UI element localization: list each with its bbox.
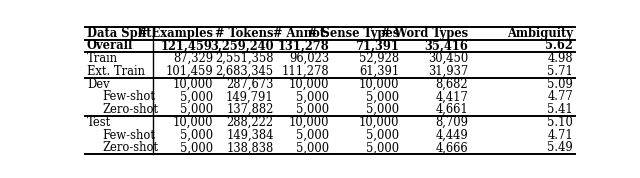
Text: 5,000: 5,000: [366, 103, 399, 116]
Text: 31,937: 31,937: [428, 65, 468, 78]
Text: 4,666: 4,666: [436, 142, 468, 155]
Text: 149,384: 149,384: [226, 129, 273, 142]
Text: # Word Types: # Word Types: [381, 27, 468, 40]
Text: 5,000: 5,000: [366, 142, 399, 155]
Text: 8,682: 8,682: [436, 78, 468, 91]
Text: 5,000: 5,000: [180, 142, 213, 155]
Text: Train: Train: [87, 52, 118, 65]
Text: 5,000: 5,000: [366, 129, 399, 142]
Text: 137,882: 137,882: [226, 103, 273, 116]
Text: 4.77: 4.77: [547, 90, 573, 103]
Text: 5.62: 5.62: [545, 40, 573, 53]
Text: 5.41: 5.41: [547, 103, 573, 116]
Text: # Sense Types: # Sense Types: [308, 27, 399, 40]
Text: 121,459: 121,459: [161, 40, 213, 53]
Text: 5,000: 5,000: [296, 103, 329, 116]
Text: 5,000: 5,000: [296, 142, 329, 155]
Text: 101,459: 101,459: [165, 65, 213, 78]
Text: 10,000: 10,000: [359, 116, 399, 129]
Text: Ambiguity: Ambiguity: [507, 27, 573, 40]
Text: 2,683,345: 2,683,345: [215, 65, 273, 78]
Text: Overall: Overall: [87, 40, 133, 53]
Text: 71,391: 71,391: [356, 40, 399, 53]
Text: Ext. Train: Ext. Train: [87, 65, 145, 78]
Text: 87,329: 87,329: [173, 52, 213, 65]
Text: 5,000: 5,000: [180, 129, 213, 142]
Text: 10,000: 10,000: [172, 78, 213, 91]
Text: 52,928: 52,928: [359, 52, 399, 65]
Text: 35,416: 35,416: [424, 40, 468, 53]
Text: 4.71: 4.71: [547, 129, 573, 142]
Text: 138,838: 138,838: [226, 142, 273, 155]
Text: 4,449: 4,449: [436, 129, 468, 142]
Text: 111,278: 111,278: [282, 65, 329, 78]
Text: 5,000: 5,000: [366, 90, 399, 103]
Text: 10,000: 10,000: [289, 78, 329, 91]
Text: Zero-shot: Zero-shot: [102, 142, 159, 155]
Text: 5,000: 5,000: [180, 103, 213, 116]
Text: 5.10: 5.10: [547, 116, 573, 129]
Text: 131,278: 131,278: [277, 40, 329, 53]
Text: 10,000: 10,000: [359, 78, 399, 91]
Text: Few-shot: Few-shot: [102, 129, 156, 142]
Text: 2,551,358: 2,551,358: [215, 52, 273, 65]
Text: 287,673: 287,673: [226, 78, 273, 91]
Text: # Annot.: # Annot.: [273, 27, 329, 40]
Text: Dev: Dev: [87, 78, 109, 91]
Text: 149,791: 149,791: [226, 90, 273, 103]
Text: 96,023: 96,023: [289, 52, 329, 65]
Text: # Tokens: # Tokens: [215, 27, 273, 40]
Text: Data Split: Data Split: [87, 27, 152, 40]
Text: 10,000: 10,000: [172, 116, 213, 129]
Text: Zero-shot: Zero-shot: [102, 103, 159, 116]
Text: 5,000: 5,000: [296, 90, 329, 103]
Text: 4,417: 4,417: [435, 90, 468, 103]
Text: 61,391: 61,391: [359, 65, 399, 78]
Text: # Examples: # Examples: [138, 27, 213, 40]
Text: 5,000: 5,000: [296, 129, 329, 142]
Text: 10,000: 10,000: [289, 116, 329, 129]
Text: 8,709: 8,709: [435, 116, 468, 129]
Text: 5.49: 5.49: [547, 142, 573, 155]
Text: 4.98: 4.98: [547, 52, 573, 65]
Text: 5.09: 5.09: [547, 78, 573, 91]
Text: 30,450: 30,450: [428, 52, 468, 65]
Text: 5,000: 5,000: [180, 90, 213, 103]
Text: 5.71: 5.71: [547, 65, 573, 78]
Text: Test: Test: [87, 116, 111, 129]
Text: 3,259,240: 3,259,240: [210, 40, 273, 53]
Text: 288,222: 288,222: [227, 116, 273, 129]
Text: 4,661: 4,661: [436, 103, 468, 116]
Text: Few-shot: Few-shot: [102, 90, 156, 103]
